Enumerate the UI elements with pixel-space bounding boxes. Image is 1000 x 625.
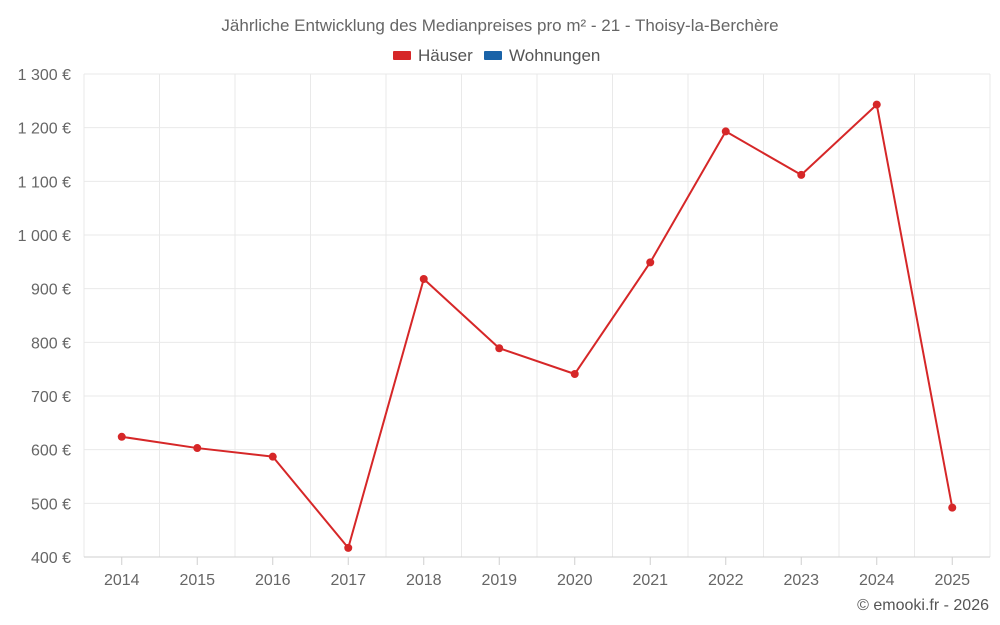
legend: Häuser Wohnungen	[393, 46, 600, 65]
data-point	[570, 369, 579, 378]
x-tick-label: 2020	[557, 572, 593, 589]
y-tick-label: 400 €	[31, 550, 71, 567]
series-lines	[117, 100, 957, 552]
data-point	[419, 275, 428, 284]
legend-label-houses: Häuser	[418, 46, 473, 65]
legend-swatch-houses	[393, 51, 411, 60]
data-point	[117, 432, 126, 441]
x-tick-label: 2024	[859, 572, 895, 589]
grid	[83, 73, 991, 558]
x-tick-label: 2015	[179, 572, 215, 589]
chart-title: Jährliche Entwicklung des Medianpreises …	[221, 16, 778, 35]
data-point	[495, 344, 504, 353]
y-tick-label: 700 €	[31, 389, 71, 406]
x-tick-label: 2025	[934, 572, 970, 589]
credit-text: © emooki.fr - 2026	[857, 597, 989, 614]
data-point	[872, 100, 881, 109]
data-point	[797, 170, 806, 179]
y-tick-label: 1 200 €	[18, 121, 71, 138]
x-axis-ticks: 2014 2015 2016 2017 2018 2019 2020 2021 2022 2023…	[104, 557, 970, 589]
x-tick-label: 2016	[255, 572, 291, 589]
data-point	[268, 452, 277, 461]
legend-item-apartments[interactable]: Wohnungen	[484, 46, 600, 65]
legend-item-houses[interactable]: Häuser	[393, 46, 473, 65]
x-tick-label: 2018	[406, 572, 442, 589]
x-tick-label: 2021	[632, 572, 668, 589]
y-axis-ticks: 400 € 500 € 600 € 700 € 800 € 900 € 1 000 € 1 1…	[18, 67, 71, 567]
y-tick-label: 1 000 €	[18, 228, 71, 245]
x-tick-label: 2014	[104, 572, 140, 589]
data-point	[193, 444, 202, 453]
y-tick-label: 900 €	[31, 282, 71, 299]
data-point	[948, 503, 957, 512]
x-tick-label: 2023	[783, 572, 819, 589]
data-point	[646, 258, 655, 267]
y-tick-label: 600 €	[31, 443, 71, 460]
y-tick-label: 500 €	[31, 496, 71, 513]
x-tick-label: 2019	[481, 572, 517, 589]
y-tick-label: 800 €	[31, 335, 71, 352]
x-tick-label: 2022	[708, 572, 744, 589]
data-point	[721, 127, 730, 136]
legend-swatch-apartments	[484, 51, 502, 60]
y-tick-label: 1 100 €	[18, 174, 71, 191]
y-tick-label: 1 300 €	[18, 67, 71, 84]
x-tick-label: 2017	[330, 572, 366, 589]
series-line-0	[121, 103, 954, 549]
legend-label-apartments: Wohnungen	[509, 46, 600, 65]
data-point	[344, 543, 353, 552]
